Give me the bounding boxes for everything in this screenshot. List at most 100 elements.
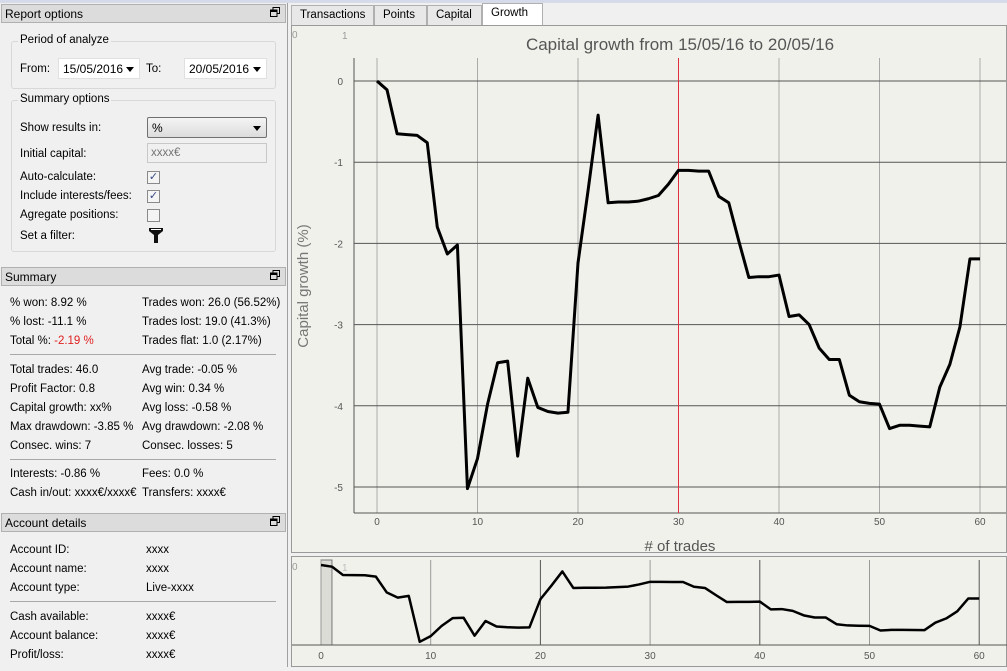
stat-value: xxxx€ [146,611,176,623]
stat-value: Avg loss: -0.58 % [142,402,232,414]
summary-options-group: Summary options Show results in: % Initi… [11,93,276,252]
chart-title: Capital growth from 15/05/16 to 20/05/16 [526,35,834,54]
stat-value: xxxx€ [146,630,176,642]
aggregate-positions-checkbox[interactable] [147,209,160,222]
tab-transactions[interactable]: Transactions [291,5,374,25]
summary-total: Total %: -2.19 % [10,335,94,347]
stat-label: Profit Factor: 0.8 [10,383,96,395]
overview-series-line [320,563,980,644]
corner-label: 1 [342,31,348,42]
stat-value: xxxx [146,563,169,575]
to-date-picker[interactable]: 20/05/2016 [184,58,267,79]
stat-value: Consec. losses: 5 [142,440,233,452]
growth-chart-svg: Capital growth from 15/05/16 to 20/05/16… [292,30,1006,555]
x-tick-label: 50 [864,651,876,662]
corner-label: 0 [292,562,298,573]
x-tick-label: 60 [974,517,986,528]
stat-value: Avg drawdown: -2.08 % [142,421,264,433]
growth-chart[interactable]: Capital growth from 15/05/16 to 20/05/16… [291,25,1007,555]
report-options-title: Report options [5,7,84,21]
trades-flat: Trades flat: 1.0 (2.17%) [142,335,262,347]
initial-capital-input[interactable] [147,143,267,163]
stat-label: Interests: -0.86 % [10,468,101,480]
from-date-picker[interactable]: 15/05/2016 [58,58,140,79]
stat-label: Max drawdown: -3.85 % [10,421,134,433]
y-tick-label: -1 [334,158,343,169]
growth-series-line [376,79,980,491]
stat-value: Avg trade: -0.05 % [142,364,238,376]
corner-label: 1 [342,563,348,574]
stat-value: Avg win: 0.34 % [142,383,225,395]
x-tick-label: 10 [425,651,437,662]
divider [10,459,276,460]
stat-value: Transfers: xxxx€ [142,487,226,499]
set-filter-label: Set a filter: [20,230,75,242]
x-tick-label: 60 [974,651,986,662]
chevron-down-icon [253,67,261,72]
x-tick-label: 30 [673,517,685,528]
from-label: From: [20,63,51,75]
stat-value: xxxx [146,544,169,556]
y-tick-label: 0 [337,77,343,88]
stat-value: Trades lost: 19.0 (41.3%) [142,316,271,328]
period-group: Period of analyze From: 15/05/2016 To: 2… [11,34,276,89]
show-results-value: % [152,121,163,135]
stat-label: Account balance: [10,630,99,642]
tab-label: Transactions [300,9,366,21]
corner-label: 0 [292,30,298,41]
stat-label: Account type: [10,582,80,594]
restore-icon[interactable] [270,270,280,280]
from-date-value: 15/05/2016 [63,62,124,76]
total-value: -2.19 % [54,335,94,347]
report-options-header: Report options [1,4,286,23]
selection-window [320,559,333,646]
to-label: To: [146,63,162,75]
show-results-label: Show results in: [20,122,102,134]
account-details-title: Account details [5,516,87,530]
period-group-title: Period of analyze [18,34,111,46]
tab-label: Points [383,9,415,21]
x-tick-label: 0 [374,517,380,528]
tab-points[interactable]: Points [374,5,427,25]
y-tick-label: -3 [334,321,343,332]
tab-label: Capital [436,9,472,21]
include-fees-checkbox[interactable]: ✓ [147,190,160,203]
y-axis-label: Capital growth (%) [295,224,312,347]
restore-icon[interactable] [270,7,280,17]
x-tick-label: 30 [645,651,657,662]
left-panel: Report options Period of analyze From: 1… [0,3,288,667]
stat-value: Trades won: 26.0 (56.52%) [142,297,281,309]
show-results-select[interactable]: % [147,117,267,138]
filter-icon[interactable] [149,228,163,243]
overview-chart[interactable]: 0 1 0 10 20 30 40 50 60 [291,556,1007,667]
divider [10,354,276,355]
divider [10,601,276,602]
stat-label: Profit/loss: [10,649,64,661]
stat-label: Cash available: [10,611,89,623]
window-top-border [0,0,1007,3]
restore-icon[interactable] [270,516,280,526]
tab-capital[interactable]: Capital [427,5,482,25]
stat-value: Fees: 0.0 % [142,468,204,480]
to-date-value: 20/05/2016 [189,62,250,76]
auto-calculate-checkbox[interactable]: ✓ [147,171,160,184]
chevron-down-icon [126,67,134,72]
x-tick-label: 40 [773,517,785,528]
stat-label: % won: 8.92 % [10,297,87,309]
stat-value: xxxx€ [146,649,176,661]
x-axis-label: # of trades [645,538,716,554]
overview-chart-svg: 0 10 10 20 30 40 50 60 [292,559,1007,662]
total-label: Total %: [10,335,55,347]
summary-header: Summary [1,267,286,286]
stat-label: % lost: -11.1 % [10,316,87,328]
summary-title: Summary [5,270,57,284]
x-tick-label: 20 [535,651,547,662]
include-fees-label: Include interests/fees: [20,190,132,202]
y-tick-label: -5 [334,483,343,494]
tab-growth[interactable]: Growth [482,3,543,25]
stat-value: Live-xxxx [146,582,194,594]
stat-label: Total trades: 46.0 [10,364,99,376]
x-tick-label: 20 [572,517,584,528]
x-tick-label: 0 [318,651,324,662]
x-tick-label: 40 [754,651,766,662]
